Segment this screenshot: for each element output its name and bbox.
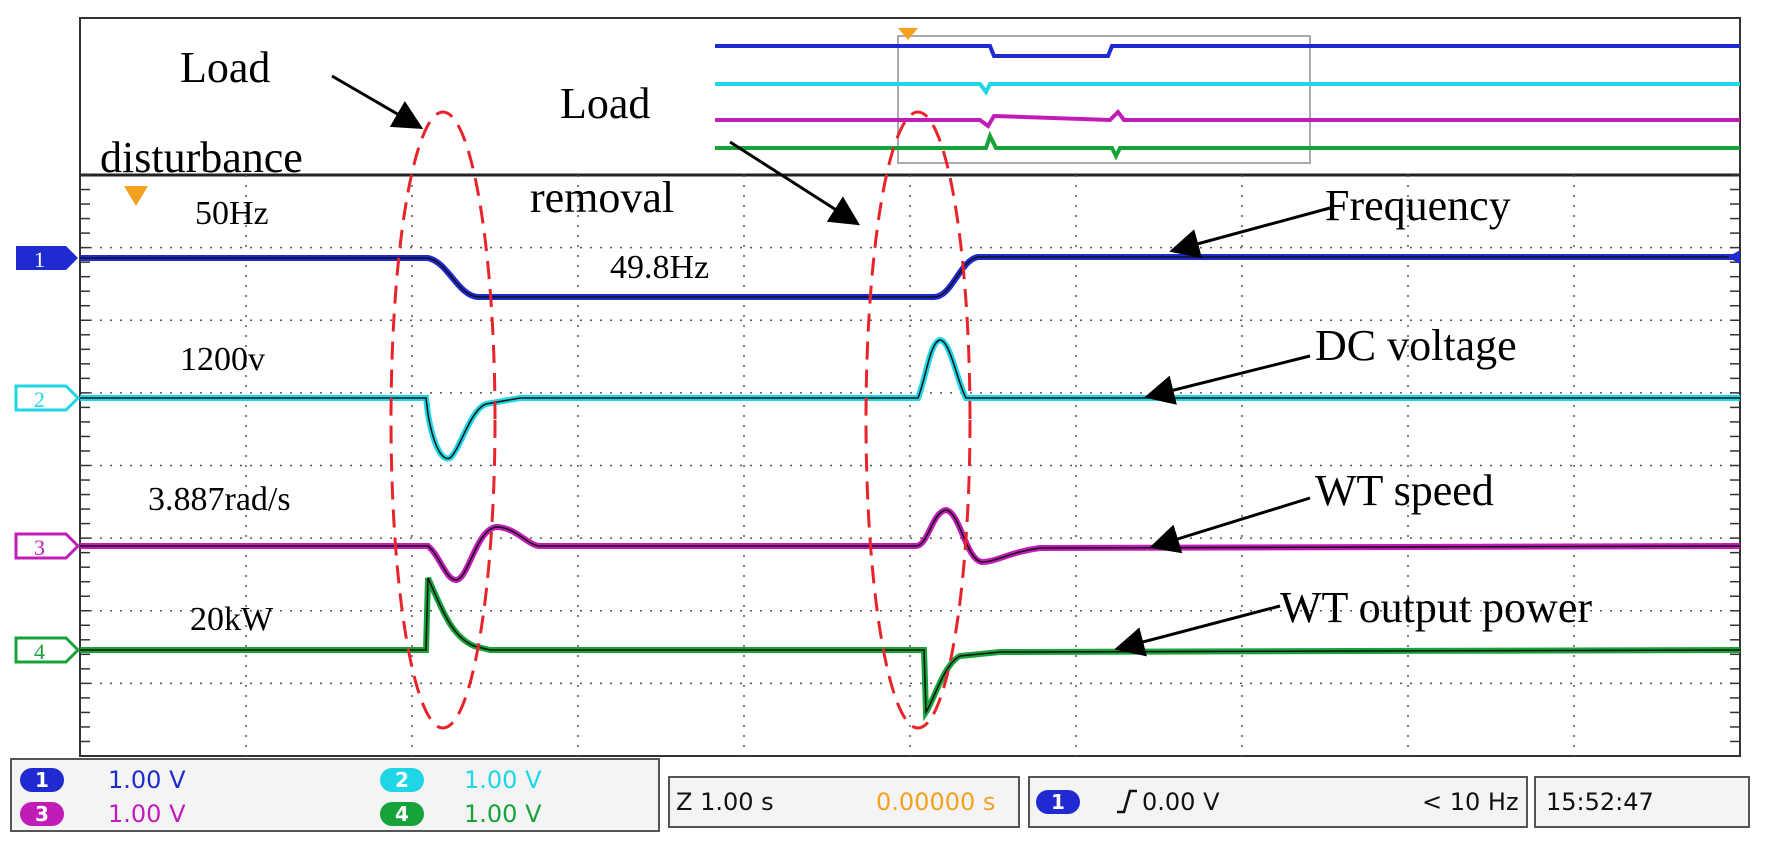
svg-text:3: 3	[34, 535, 45, 560]
timebase-panel[interactable]: Z 1.00 s 0.00000 s	[668, 776, 1020, 828]
trace-wt-output-power-outline	[80, 577, 1741, 715]
svg-text:4: 4	[34, 639, 45, 664]
channel-1-marker[interactable]: 1	[16, 246, 78, 272]
level-freq-dip: 49.8Hz	[610, 249, 709, 286]
overview-strip	[80, 28, 1740, 177]
overview-zoom-window	[897, 35, 1311, 164]
trigger-level: 0.00 V	[1142, 788, 1220, 816]
trace-frequency-outline	[80, 256, 1740, 298]
label-dc-voltage: DC voltage	[1315, 321, 1517, 370]
svg-text:1: 1	[34, 247, 45, 272]
trace-wt-speed-outline	[80, 509, 1741, 581]
trigger-panel[interactable]: 1 0.00 V < 10 Hz	[1028, 776, 1528, 828]
ellipse-load-removal	[864, 110, 972, 730]
trigger-marker	[124, 186, 148, 206]
channel-3-scale: 1.00 V	[108, 800, 186, 828]
trigger-source-badge[interactable]: 1	[1036, 790, 1080, 814]
arrow-load-disturbance	[331, 74, 424, 130]
arrow-load-removal	[729, 140, 861, 226]
graticule	[80, 174, 1740, 757]
channel-2-badge[interactable]: 2	[380, 768, 424, 792]
channel-4-scale: 1.00 V	[464, 800, 542, 828]
overview-trace-2	[715, 82, 1740, 96]
channel-2-marker[interactable]: 2	[14, 384, 81, 412]
channel-4-badge[interactable]: 4	[380, 802, 424, 826]
trigger-level-marker	[1728, 250, 1740, 264]
label-load-removal-1: Load	[560, 79, 650, 128]
level-wt-speed: 3.887rad/s	[148, 481, 291, 518]
trigger-rate: < 10 Hz	[1422, 788, 1519, 816]
clock-time: 15:52:47	[1546, 788, 1654, 816]
overview-trace-1	[715, 44, 1740, 58]
label-frequency: Frequency	[1325, 181, 1511, 230]
level-wt-power: 20kW	[190, 601, 274, 638]
label-load-disturbance-2: disturbance	[100, 133, 303, 182]
channel-1-badge[interactable]: 1	[20, 768, 64, 792]
channel-3-marker[interactable]: 3	[14, 532, 81, 560]
trace-dc-voltage-outline	[80, 339, 1740, 459]
channel-2-scale: 1.00 V	[464, 766, 542, 794]
overview-trigger-marker	[898, 28, 918, 40]
arrow-wt-speed	[1149, 496, 1311, 554]
label-wt-output-power: WT output power	[1280, 583, 1592, 632]
overview-trace-4	[715, 130, 1740, 161]
ellipse-load-disturbance	[389, 110, 497, 730]
arrow-frequency	[1169, 206, 1331, 259]
arrow-wt-output-power	[1114, 604, 1281, 657]
timebase-scale: Z 1.00 s	[676, 788, 774, 816]
channel-1-scale: 1.00 V	[108, 766, 186, 794]
channel-3-badge[interactable]: 3	[20, 802, 64, 826]
label-load-removal-2: removal	[530, 173, 674, 222]
timebase-position: 0.00000 s	[876, 788, 996, 816]
rising-edge-icon	[1116, 788, 1138, 814]
label-wt-speed: WT speed	[1315, 466, 1494, 515]
overview-trace-3	[715, 108, 1740, 129]
level-freq-nominal: 50Hz	[195, 195, 269, 232]
level-dc-voltage: 1200v	[180, 341, 265, 378]
arrow-dc-voltage	[1144, 354, 1311, 405]
label-load-disturbance-1: Load	[180, 43, 270, 92]
channel-4-marker[interactable]: 4	[14, 636, 81, 664]
svg-text:2: 2	[34, 387, 45, 412]
channel-scales-panel: 1 1.00 V 2 1.00 V 3 1.00 V 4 1.00 V	[10, 758, 660, 832]
clock-panel: 15:52:47	[1534, 776, 1750, 828]
